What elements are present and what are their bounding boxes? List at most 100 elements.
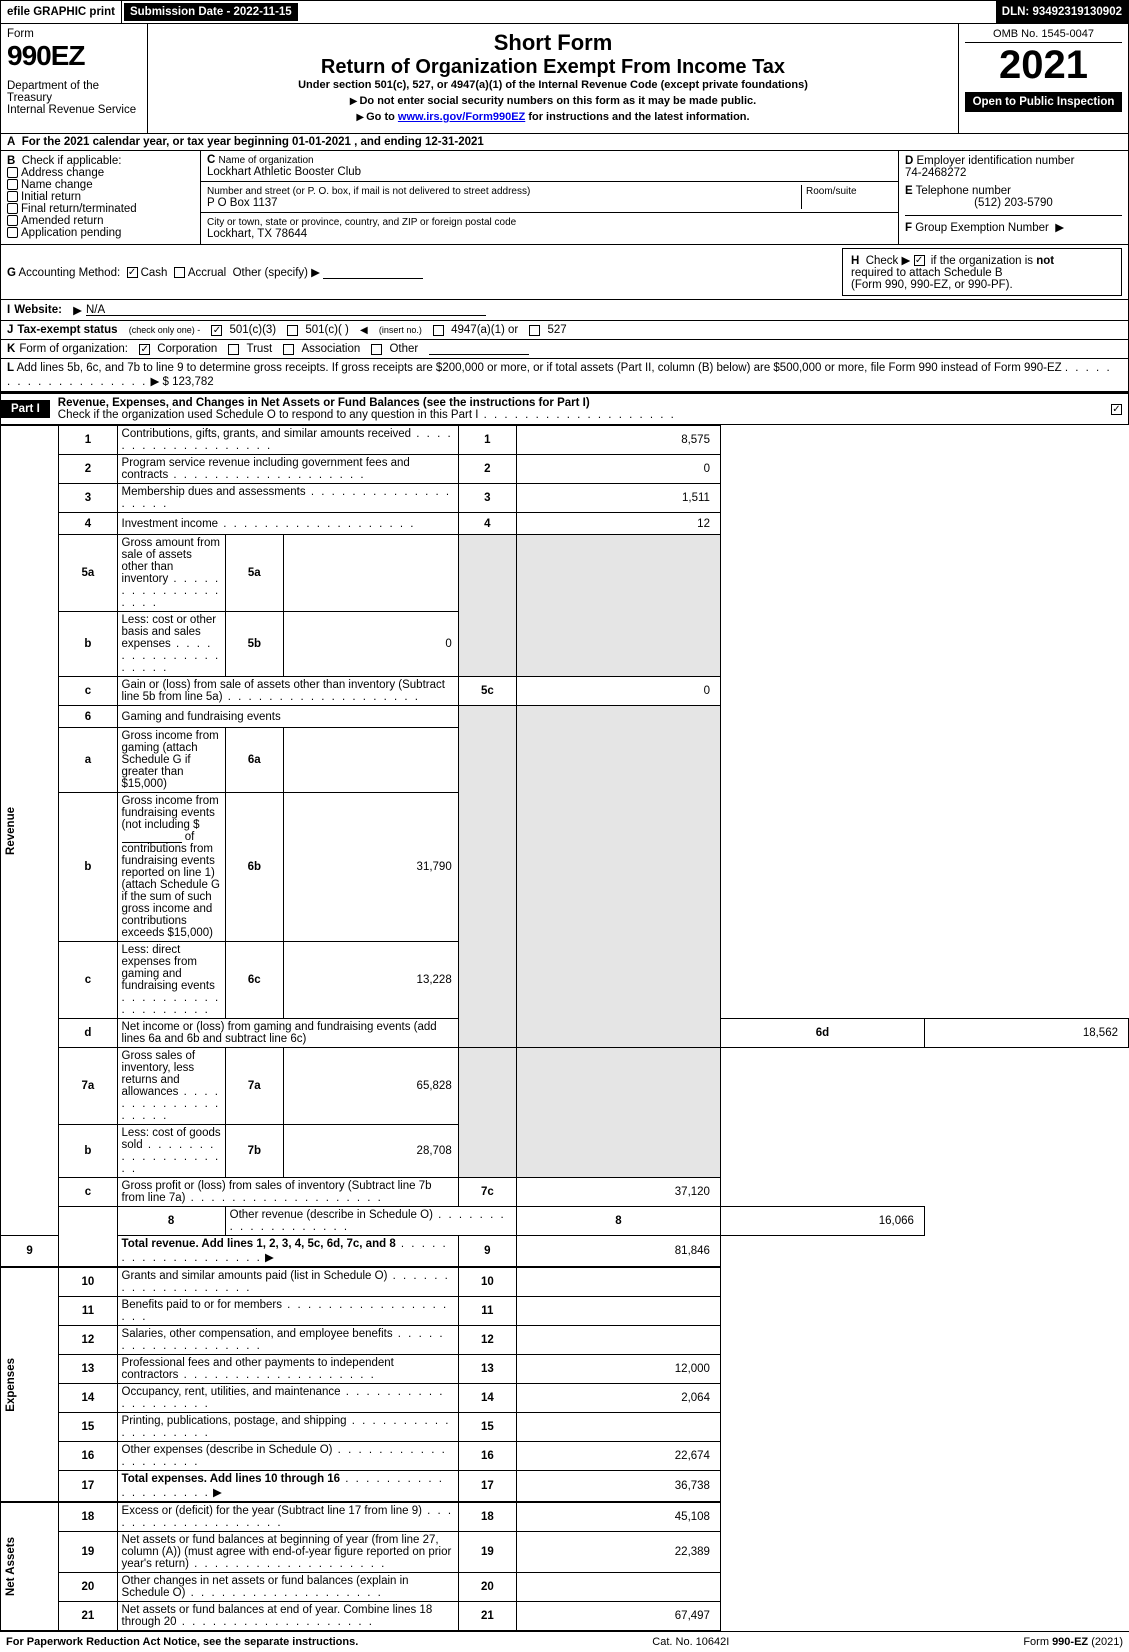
section-h: H Check ▶ if the organization is not req…: [842, 248, 1122, 296]
room-suite-label: Room/suite: [806, 186, 857, 197]
irs: Internal Revenue Service: [7, 104, 141, 116]
line8-amt: 16,066: [720, 1207, 924, 1236]
line16-amt: 22,674: [517, 1442, 721, 1471]
part1-label: Part I: [1, 400, 50, 418]
line4-amt: 12: [517, 513, 721, 535]
line18-amt: 45,108: [517, 1502, 721, 1532]
chk-association[interactable]: [283, 344, 294, 355]
chk-4947[interactable]: [433, 325, 444, 336]
chk-501c3[interactable]: [211, 325, 222, 336]
tax-year: 2021: [965, 43, 1122, 88]
chk-trust[interactable]: [228, 344, 239, 355]
dln: DLN: 93492319130902: [996, 1, 1128, 23]
subtitle: Under section 501(c), 527, or 4947(a)(1)…: [154, 79, 952, 91]
chk-501c[interactable]: [287, 325, 298, 336]
chk-527[interactable]: [529, 325, 540, 336]
line14-amt: 2,064: [517, 1384, 721, 1413]
form-header: Form 990EZ Department of the Treasury In…: [0, 24, 1129, 134]
org-name: Lockhart Athletic Booster Club: [207, 166, 361, 178]
page-footer: For Paperwork Reduction Act Notice, see …: [0, 1631, 1129, 1652]
ein: 74-2468272: [905, 167, 966, 179]
row-g-h: G Accounting Method: Cash Accrual Other …: [0, 245, 1129, 300]
other-org-input[interactable]: [429, 343, 529, 355]
section-a: A For the 2021 calendar year, or tax yea…: [0, 134, 1129, 151]
chk-application-pending[interactable]: [7, 227, 18, 238]
line15-amt: [517, 1413, 721, 1442]
side-net-assets: Net Assets: [5, 1537, 17, 1596]
line6b-amt: 31,790: [283, 793, 458, 942]
chk-accrual[interactable]: [174, 267, 185, 278]
open-public-badge: Open to Public Inspection: [965, 92, 1122, 112]
part1-title: Revenue, Expenses, and Changes in Net As…: [50, 394, 1111, 424]
line11-amt: [517, 1297, 721, 1326]
line20-amt: [517, 1573, 721, 1602]
line6d-amt: 18,562: [924, 1019, 1128, 1048]
row-j: J Tax-exempt status (check only one) - 5…: [0, 321, 1129, 340]
line2-amt: 0: [517, 455, 721, 484]
line5c-amt: 0: [517, 677, 721, 706]
part1-header: Part I Revenue, Expenses, and Changes in…: [0, 392, 1129, 425]
footer-left: For Paperwork Reduction Act Notice, see …: [6, 1636, 358, 1648]
main-title: Return of Organization Exempt From Incom…: [154, 56, 952, 79]
chk-schedule-b-not-required[interactable]: [914, 255, 925, 266]
org-street: P O Box 1137: [207, 197, 278, 209]
line7b-amt: 28,708: [283, 1125, 458, 1178]
line7c-amt: 37,120: [517, 1178, 721, 1207]
row-k: K Form of organization: Corporation Trus…: [0, 340, 1129, 359]
ssn-warning: Do not enter social security numbers on …: [154, 95, 952, 107]
line5a-amt: [283, 535, 458, 612]
row-l: L Add lines 5b, 6c, and 7b to line 9 to …: [0, 359, 1129, 392]
line13-amt: 12,000: [517, 1355, 721, 1384]
goto-line: Go to www.irs.gov/Form990EZ for instruct…: [154, 111, 952, 123]
chk-cash[interactable]: [127, 267, 138, 278]
side-expenses: Expenses: [5, 1358, 17, 1412]
top-bar: efile GRAPHIC print Submission Date - 20…: [0, 0, 1129, 24]
part1-table: Revenue 1 Contributions, gifts, grants, …: [0, 425, 1129, 1631]
chk-schedule-o-part1[interactable]: [1111, 404, 1122, 415]
section-c: C Name of organization Lockhart Athletic…: [201, 151, 898, 244]
line17-amt: 36,738: [517, 1471, 721, 1503]
block-bcdef: B Check if applicable: Address change Na…: [0, 151, 1129, 245]
line19-amt: 22,389: [517, 1532, 721, 1573]
irs-link[interactable]: www.irs.gov/Form990EZ: [398, 111, 525, 123]
org-city: Lockhart, TX 78644: [207, 228, 307, 240]
telephone: (512) 203-5790: [905, 197, 1122, 209]
header-mid: Short Form Return of Organization Exempt…: [148, 24, 958, 133]
topbar-spacer: [300, 1, 996, 23]
section-def: D Employer identification number74-24682…: [898, 151, 1128, 244]
line7a-amt: 65,828: [283, 1048, 458, 1125]
chk-name-change[interactable]: [7, 179, 18, 190]
form-number: 990EZ: [7, 40, 141, 72]
line6c-amt: 13,228: [283, 942, 458, 1019]
chk-initial-return[interactable]: [7, 191, 18, 202]
section-b: B Check if applicable: Address change Na…: [1, 151, 201, 244]
short-form-title: Short Form: [154, 30, 952, 56]
line1-amt: 8,575: [517, 426, 721, 455]
side-revenue: Revenue: [5, 807, 17, 855]
line9-amt: 81,846: [517, 1236, 721, 1268]
line6a-amt: [283, 728, 458, 793]
line21-amt: 67,497: [517, 1602, 721, 1631]
line3-amt: 1,511: [517, 484, 721, 513]
group-exemption-arrow: ▶: [1055, 222, 1064, 234]
line12-amt: [517, 1326, 721, 1355]
header-right: OMB No. 1545-0047 2021 Open to Public In…: [958, 24, 1128, 133]
line10-amt: [517, 1267, 721, 1297]
form-word: Form: [7, 28, 141, 40]
chk-corporation[interactable]: [139, 344, 150, 355]
row-i: I Website: ▶N/A: [0, 300, 1129, 321]
chk-address-change[interactable]: [7, 167, 18, 178]
chk-final-return[interactable]: [7, 203, 18, 214]
submission-date: Submission Date - 2022-11-15: [122, 1, 300, 23]
efile-graphic-print[interactable]: efile GRAPHIC print: [1, 1, 122, 23]
other-specify-input[interactable]: [323, 267, 423, 279]
chk-amended-return[interactable]: [7, 215, 18, 226]
footer-catalog: Cat. No. 10642I: [358, 1636, 1023, 1648]
chk-other-org[interactable]: [371, 344, 382, 355]
line5b-amt: 0: [283, 612, 458, 677]
footer-form-ref: Form 990-EZ (2021): [1023, 1636, 1123, 1648]
header-left: Form 990EZ Department of the Treasury In…: [1, 24, 148, 133]
gross-receipts: 123,782: [172, 376, 214, 388]
dept-treasury: Department of the Treasury: [7, 80, 141, 104]
website-input[interactable]: N/A: [86, 304, 486, 316]
